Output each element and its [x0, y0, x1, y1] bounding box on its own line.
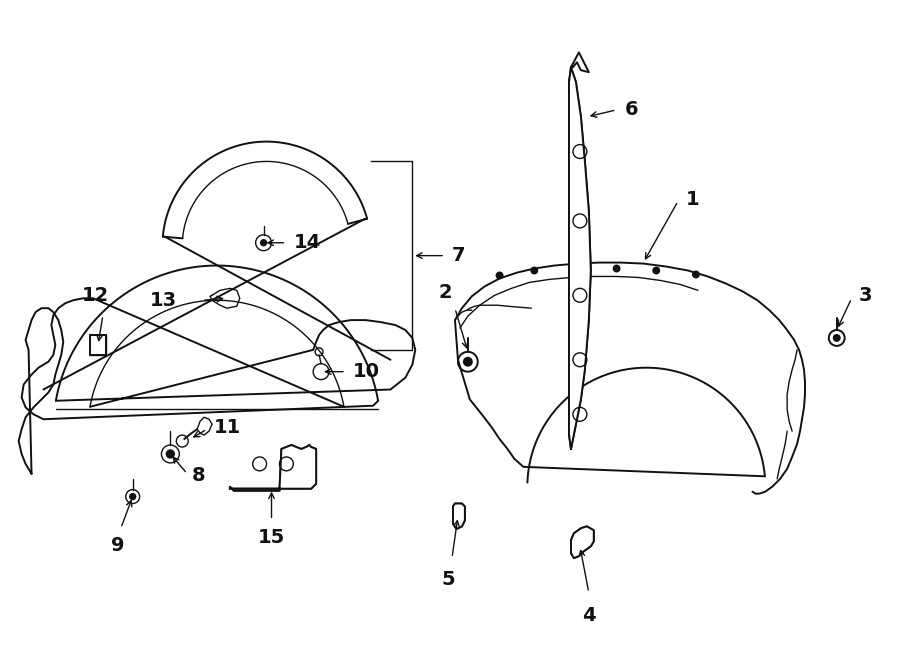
Circle shape [464, 357, 472, 365]
Circle shape [692, 271, 700, 279]
Text: 11: 11 [214, 418, 241, 437]
Text: 6: 6 [625, 101, 638, 119]
Polygon shape [90, 335, 106, 355]
Text: 3: 3 [859, 286, 872, 305]
Text: 4: 4 [582, 606, 596, 625]
Circle shape [496, 271, 503, 279]
Text: 2: 2 [438, 283, 452, 303]
Circle shape [570, 265, 578, 273]
Circle shape [261, 240, 266, 246]
Text: 8: 8 [193, 466, 206, 485]
Text: 5: 5 [441, 570, 454, 589]
Circle shape [613, 265, 621, 273]
Circle shape [652, 267, 661, 275]
Circle shape [833, 335, 840, 341]
Text: 1: 1 [686, 189, 699, 209]
Polygon shape [230, 445, 316, 491]
Text: 9: 9 [111, 536, 124, 555]
Polygon shape [453, 504, 465, 528]
Text: 13: 13 [150, 291, 177, 310]
Circle shape [166, 450, 175, 458]
Circle shape [530, 267, 538, 275]
Text: 7: 7 [452, 246, 465, 265]
Polygon shape [569, 68, 590, 449]
Circle shape [130, 494, 136, 500]
Text: 14: 14 [293, 233, 320, 252]
Text: 10: 10 [353, 362, 380, 381]
Text: 12: 12 [81, 286, 109, 305]
Text: 15: 15 [258, 528, 285, 547]
Polygon shape [571, 526, 594, 558]
